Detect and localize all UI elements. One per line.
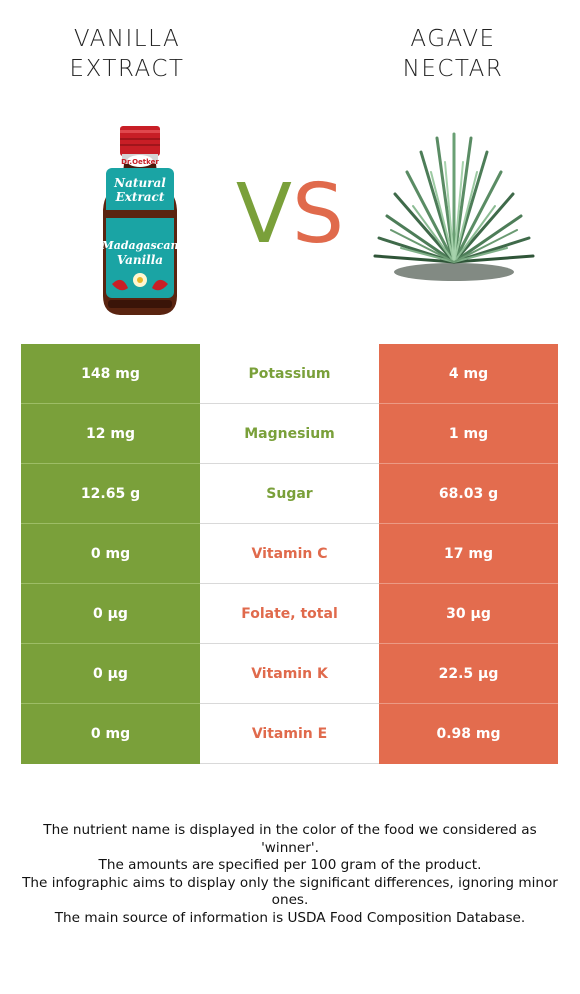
vs-letter-s: S [292,167,345,262]
bottle-line2: Extract [115,190,165,204]
footnote-line1: The nutrient name is displayed in the co… [43,822,537,856]
vs-label: VS [222,168,358,262]
right-title-line2: NECTAR [402,56,504,82]
nutrient-name: Magnesium [200,404,379,464]
right-title-line1: AGAVE [410,26,496,52]
left-value: 0 mg [21,704,200,764]
right-value: 30 µg [379,584,558,644]
right-food-title: AGAVE NECTAR [353,24,553,84]
right-value: 4 mg [379,344,558,404]
footnote-line2: The amounts are specified per 100 gram o… [98,857,482,874]
nutrient-name: Vitamin E [200,704,379,764]
footnote-line4: The main source of information is USDA F… [54,909,526,926]
bottle-brand: Dr.Oetker [121,158,159,166]
right-value: 0.98 mg [379,704,558,764]
right-value: 1 mg [379,404,558,464]
nutrient-name: Folate, total [200,584,379,644]
vs-letter-v: V [235,167,293,262]
bottle-line3: Madagascan [101,239,179,252]
agave-plant-image [373,132,535,281]
left-value: 12 mg [21,404,200,464]
left-food-title: VANILLA EXTRACT [27,24,227,84]
table-row: 0 µg Vitamin K 22.5 µg [21,644,558,704]
left-value: 0 µg [21,584,200,644]
footnote-line3: The infographic aims to display only the… [22,874,558,909]
nutrient-name: Vitamin K [200,644,379,704]
nutrient-comparison-table: 148 mg Potassium 4 mg 12 mg Magnesium 1 mg 12.… [21,344,558,764]
bottle-line1: Natural [113,176,166,190]
left-title-line2: EXTRACT [69,56,185,82]
table-row: 0 mg Vitamin E 0.98 mg [21,704,558,764]
left-title-line1: VANILLA [73,26,181,52]
table-row: 0 mg Vitamin C 17 mg [21,524,558,584]
nutrient-name: Sugar [200,464,379,524]
left-value: 12.65 g [21,464,200,524]
left-value: 0 µg [21,644,200,704]
right-value: 68.03 g [379,464,558,524]
table-row: 0 µg Folate, total 30 µg [21,584,558,644]
bottle-line4: Vanilla [117,253,163,267]
vanilla-extract-bottle-image: Dr.Oetker Natural Extract Madagascan Van… [101,126,179,315]
nutrient-name: Potassium [200,344,379,404]
table-row: 12 mg Magnesium 1 mg [21,404,558,464]
table-row: 148 mg Potassium 4 mg [21,344,558,404]
right-value: 22.5 µg [379,644,558,704]
nutrient-name: Vitamin C [200,524,379,584]
left-value: 0 mg [21,524,200,584]
right-value: 17 mg [379,524,558,584]
left-value: 148 mg [21,344,200,404]
table-row: 12.65 g Sugar 68.03 g [21,464,558,524]
footnote: The nutrient name is displayed in the co… [20,822,560,928]
